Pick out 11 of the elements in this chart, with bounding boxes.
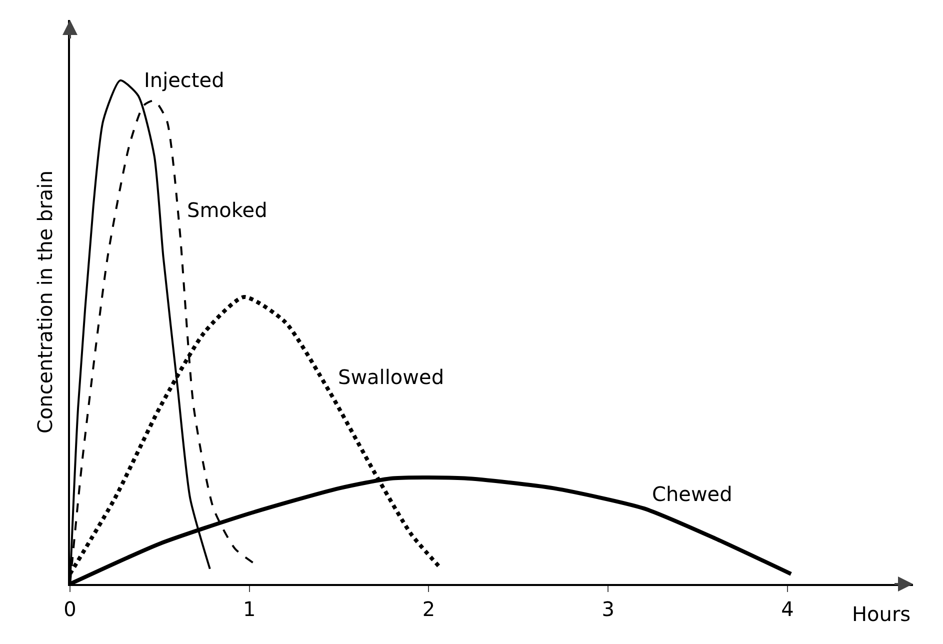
x-tick-label: 0: [64, 597, 76, 621]
x-tick-label: 1: [242, 597, 256, 621]
series-label: Swallowed: [338, 365, 444, 389]
series-label: Chewed: [652, 482, 732, 506]
x-tick-label: 3: [602, 597, 614, 621]
series-label: Injected: [144, 68, 224, 92]
x-axis-title: Hours: [852, 602, 911, 626]
series-label: Smoked: [187, 198, 268, 222]
x-tick-label: 2: [422, 597, 436, 621]
x-tick-label: 4: [781, 597, 794, 621]
y-axis-title: Concentration in the brain: [33, 170, 57, 434]
